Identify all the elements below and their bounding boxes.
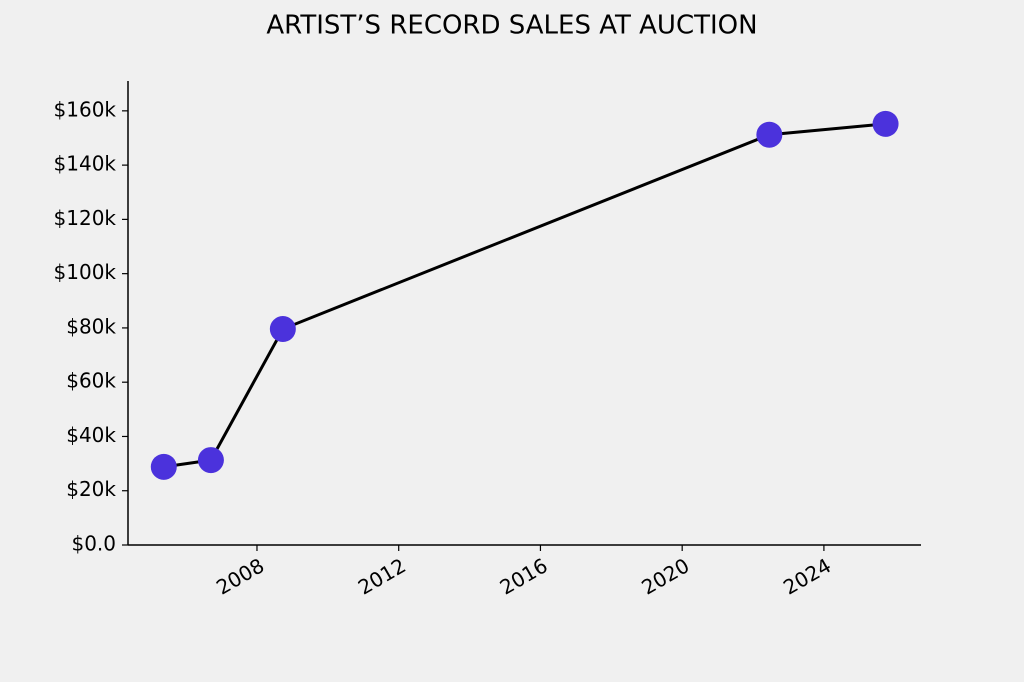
y-tick-label: $120k xyxy=(54,206,117,230)
y-tick-label: $40k xyxy=(66,423,116,447)
chart-title: ARTIST’S RECORD SALES AT AUCTION xyxy=(266,11,757,41)
data-point xyxy=(756,121,783,148)
y-tick-label: $80k xyxy=(66,314,116,338)
data-point xyxy=(269,316,296,343)
data-point xyxy=(197,447,224,474)
y-tick-label: $60k xyxy=(66,369,116,393)
y-tick-label: $20k xyxy=(66,477,116,501)
y-tick-label: $140k xyxy=(54,152,117,176)
y-tick-label: $160k xyxy=(54,97,117,121)
data-point xyxy=(872,110,899,137)
data-point xyxy=(150,453,177,480)
y-tick-label: $100k xyxy=(54,260,117,284)
y-tick-label: $0.0 xyxy=(71,532,116,556)
